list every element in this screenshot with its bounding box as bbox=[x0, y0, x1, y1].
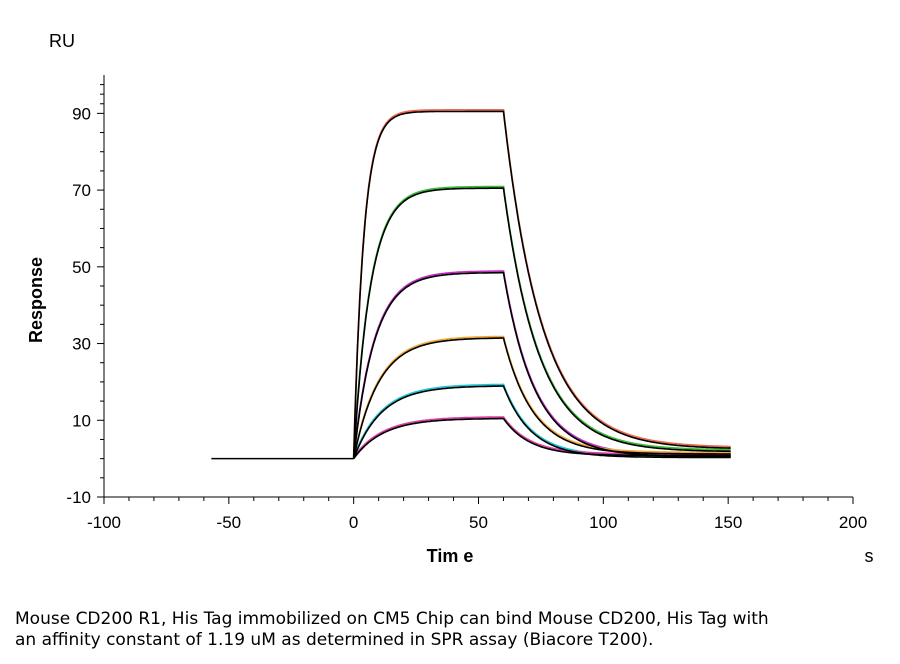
fit-curve-2 bbox=[352, 187, 731, 459]
x-axis-unit: s bbox=[865, 546, 874, 566]
fit-curve-6 bbox=[353, 417, 731, 460]
fit-curve-5 bbox=[352, 385, 731, 459]
plot-area: -100 -50 0 50 100 150 200 -10 10 30 50 70 90 Tim e s RU… bbox=[26, 31, 874, 566]
caption-line-1: Mouse CD200 R1, His Tag immobilized on C… bbox=[15, 609, 769, 629]
caption-line-2: an affinity constant of 1.19 uM as deter… bbox=[15, 630, 654, 650]
fit-curve-1 bbox=[352, 110, 731, 459]
fit-curve-4 bbox=[352, 337, 731, 459]
x-tick-label: 100 bbox=[589, 513, 617, 532]
spr-sensorgram-chart: -100 -50 0 50 100 150 200 -10 10 30 50 70 90 Tim e s RU… bbox=[26, 31, 874, 566]
data-series-4 bbox=[352, 335, 731, 458]
x-tick-label: -100 bbox=[87, 513, 121, 532]
x-tick-label: 50 bbox=[469, 513, 488, 532]
y-tick-label: 90 bbox=[72, 104, 91, 123]
fit-curve-3 bbox=[352, 271, 731, 459]
x-tick-label: 200 bbox=[839, 513, 867, 532]
figure-caption: Mouse CD200 R1, His Tag immobilized on C… bbox=[15, 609, 895, 651]
y-axis-label: Response bbox=[26, 257, 46, 343]
x-tick-label: 150 bbox=[714, 513, 742, 532]
y-axis-unit: RU bbox=[49, 31, 75, 51]
y-tick-label: 50 bbox=[72, 258, 91, 277]
y-tick-label: 10 bbox=[72, 411, 91, 430]
x-axis-label: Tim e bbox=[427, 546, 474, 566]
x-tick-label: 0 bbox=[349, 513, 358, 532]
y-tick-label: 70 bbox=[72, 181, 91, 200]
y-tick-label: 30 bbox=[72, 335, 91, 354]
x-tick-label: -50 bbox=[217, 513, 242, 532]
y-tick-label: -10 bbox=[66, 488, 91, 507]
